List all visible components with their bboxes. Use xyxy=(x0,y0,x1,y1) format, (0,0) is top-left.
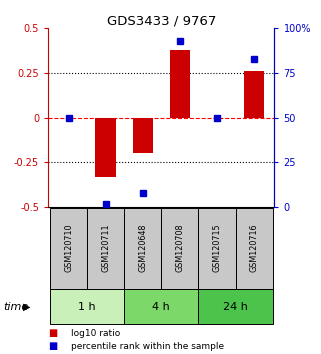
Text: ▶: ▶ xyxy=(23,302,30,312)
Bar xyxy=(198,289,273,324)
Bar xyxy=(198,208,236,289)
Text: time: time xyxy=(3,302,29,312)
Text: log10 ratio: log10 ratio xyxy=(71,329,120,338)
Text: ■: ■ xyxy=(48,329,57,338)
Text: ■: ■ xyxy=(48,341,57,351)
Text: GSM120715: GSM120715 xyxy=(213,224,221,273)
Text: 4 h: 4 h xyxy=(152,302,170,312)
Bar xyxy=(133,118,153,154)
Text: 24 h: 24 h xyxy=(223,302,248,312)
Text: GSM120648: GSM120648 xyxy=(138,224,147,272)
Bar xyxy=(244,71,264,118)
Text: GSM120716: GSM120716 xyxy=(249,224,258,273)
Text: GSM120710: GSM120710 xyxy=(64,224,73,273)
Text: GSM120708: GSM120708 xyxy=(175,224,184,273)
Bar xyxy=(124,289,198,324)
Title: GDS3433 / 9767: GDS3433 / 9767 xyxy=(107,14,216,27)
Bar xyxy=(124,208,161,289)
Bar xyxy=(50,208,87,289)
Bar xyxy=(161,208,198,289)
Bar xyxy=(87,208,124,289)
Bar xyxy=(95,118,116,177)
Text: percentile rank within the sample: percentile rank within the sample xyxy=(71,342,224,351)
Bar xyxy=(50,289,124,324)
Bar xyxy=(170,50,190,118)
Text: 1 h: 1 h xyxy=(78,302,96,312)
Bar xyxy=(236,208,273,289)
Text: GSM120711: GSM120711 xyxy=(101,224,110,273)
